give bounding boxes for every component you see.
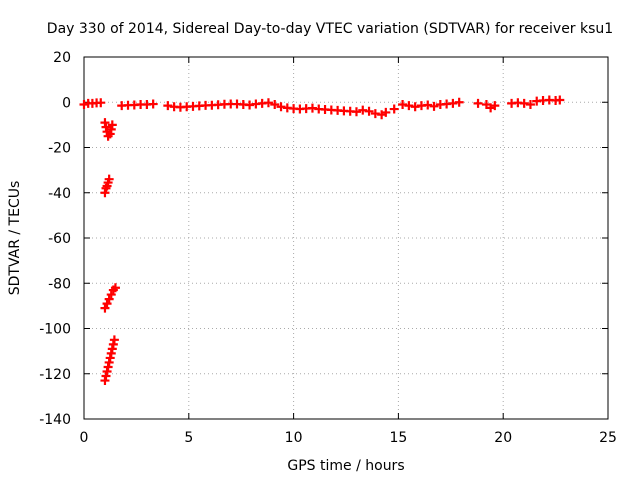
y-tick-label: -60 [48,231,71,247]
data-point [358,105,368,115]
data-point [423,100,433,110]
x-tick-label: 25 [599,430,617,446]
data-point [351,107,361,117]
data-point [389,104,399,114]
data-point [100,303,110,313]
y-tick-label: -20 [48,141,71,157]
data-point [519,98,529,108]
data-point [106,290,116,300]
data-point [270,100,280,110]
data-series [79,95,565,386]
data-point [163,101,173,111]
x-axis: 0 5 10 15 20 25 [80,57,617,446]
data-point [96,98,106,108]
data-point [473,98,483,108]
data-point [107,120,117,130]
data-point [276,102,286,112]
data-point [454,97,464,107]
data-point [148,99,158,109]
y-tick-label: 0 [62,95,71,111]
y-axis-label: SDTVAR / TECUs [7,181,23,296]
data-point [555,95,565,105]
y-tick-label: -80 [48,276,71,292]
data-point [263,98,273,108]
data-point [104,174,114,184]
data-point [525,100,535,110]
data-point [429,101,439,111]
data-point [448,98,458,108]
data-point [79,100,89,110]
gridlines [84,57,608,419]
x-tick-label: 0 [80,430,89,446]
data-point [109,335,119,345]
data-point [110,283,120,293]
data-point [381,107,391,117]
x-tick-label: 5 [184,430,193,446]
data-point [410,102,420,112]
data-point [404,101,414,111]
x-axis-label: GPS time / hours [287,458,404,474]
x-tick-label: 10 [285,430,303,446]
data-point [370,109,380,119]
data-point [102,299,112,309]
x-tick-label: 20 [494,430,512,446]
data-point [364,106,374,116]
y-tick-label: -40 [48,186,71,202]
y-tick-label: -100 [39,322,71,338]
y-tick-label: -120 [39,367,71,383]
data-point [398,100,408,110]
x-tick-label: 15 [389,430,407,446]
data-point [490,101,500,111]
y-tick-label: 20 [53,50,71,66]
chart-title: Day 330 of 2014, Sidereal Day-to-day VTE… [47,21,613,37]
data-point [104,294,114,304]
y-tick-label: -140 [39,412,71,428]
